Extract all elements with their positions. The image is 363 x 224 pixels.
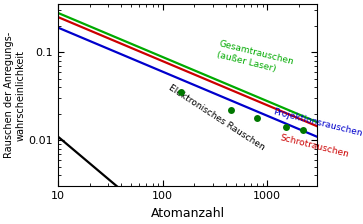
Text: Schrotrauschen: Schrotrauschen: [279, 134, 350, 159]
Text: Gesamtrauschen
(außer Laser): Gesamtrauschen (außer Laser): [216, 40, 295, 77]
Point: [283, 126, 289, 129]
Text: Projektionsrauschen: Projektionsrauschen: [272, 107, 363, 138]
Text: Elektronisches Rauschen: Elektronisches Rauschen: [167, 83, 266, 152]
Y-axis label: Rauschen der Anregungs-
wahrscheinlichkeit: Rauschen der Anregungs- wahrscheinlichke…: [4, 32, 26, 158]
Point: [178, 90, 184, 94]
Point: [228, 108, 234, 112]
X-axis label: Atomanzahl: Atomanzahl: [151, 207, 225, 220]
Point: [254, 116, 260, 120]
Point: [300, 129, 306, 132]
